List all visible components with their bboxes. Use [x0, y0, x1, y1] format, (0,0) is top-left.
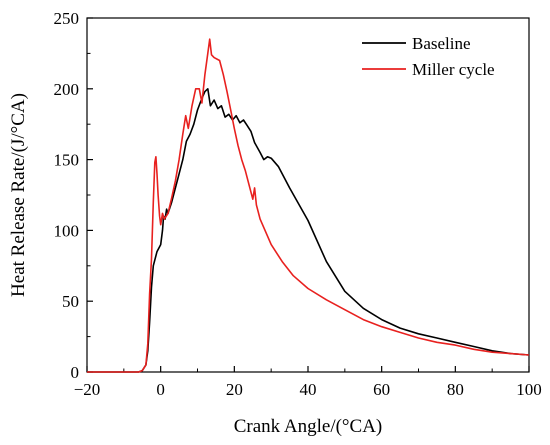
- y-tick-label: 200: [54, 80, 80, 99]
- x-tick-label: 40: [300, 380, 317, 399]
- legend: Baseline Miller cycle: [362, 34, 495, 79]
- y-tick-label: 250: [54, 9, 80, 28]
- x-tick-label: 100: [516, 380, 542, 399]
- y-tick-label: 150: [54, 151, 80, 170]
- series-line-baseline: [87, 88, 530, 373]
- x-tick-label: −20: [74, 380, 101, 399]
- y-tick-label: 50: [62, 292, 79, 311]
- x-axis-label: Crank Angle/(°CA): [234, 416, 383, 437]
- x-axis-ticks: −20 0 20 40 60 80 100: [74, 366, 542, 399]
- series-layer: [87, 38, 530, 373]
- x-tick-label: 60: [373, 380, 390, 399]
- legend-label-baseline: Baseline: [412, 34, 471, 53]
- x-tick-label: 80: [447, 380, 464, 399]
- legend-label-miller-cycle: Miller cycle: [412, 60, 495, 79]
- y-tick-label: 0: [71, 363, 80, 382]
- x-tick-label: 0: [156, 380, 165, 399]
- series-line-miller-cycle: [87, 38, 530, 373]
- y-tick-label: 100: [54, 221, 80, 240]
- x-tick-label: 20: [226, 380, 243, 399]
- y-axis-ticks: 0 50 100 150 200 250: [54, 9, 93, 382]
- y-axis-label: Heat Release Rate/(J/°CA): [8, 93, 29, 297]
